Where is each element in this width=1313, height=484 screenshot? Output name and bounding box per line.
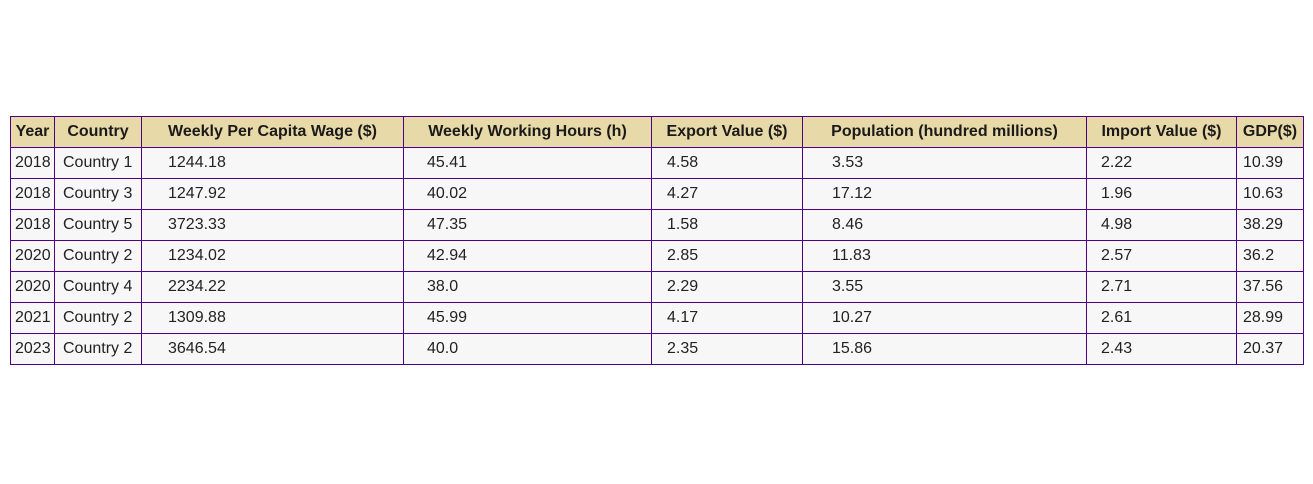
data-table-container: Year Country Weekly Per Capita Wage ($) Wee… xyxy=(10,116,1304,365)
column-header: Population (hundred millions) xyxy=(802,116,1087,148)
table-cell: 2020 xyxy=(10,240,55,272)
table-cell: 2021 xyxy=(10,302,55,334)
table-cell: 37.56 xyxy=(1236,271,1304,303)
table-cell: 4.17 xyxy=(651,302,803,334)
table-row: 2018 Country 5 3723.33 47.35 1.58 8.46 4.98 38.… xyxy=(10,209,1304,241)
table-cell: 17.12 xyxy=(802,178,1087,210)
table-cell: 2.61 xyxy=(1086,302,1237,334)
table-cell: 36.2 xyxy=(1236,240,1304,272)
column-header: Country xyxy=(54,116,142,148)
table-cell: 20.37 xyxy=(1236,333,1304,365)
table-cell: 28.99 xyxy=(1236,302,1304,334)
table-cell: 3646.54 xyxy=(141,333,404,365)
table-cell: 40.0 xyxy=(403,333,652,365)
table-cell: 11.83 xyxy=(802,240,1087,272)
table-row: 2020 Country 4 2234.22 38.0 2.29 3.55 2.71 37.5… xyxy=(10,271,1304,303)
table-cell: 2018 xyxy=(10,147,55,179)
table-cell: 2.29 xyxy=(651,271,803,303)
table-cell: Country 2 xyxy=(54,240,142,272)
table-cell: 1.96 xyxy=(1086,178,1237,210)
table-row: 2018 Country 1 1244.18 45.41 4.58 3.53 2.22 10.… xyxy=(10,147,1304,179)
table-body: 2018 Country 1 1244.18 45.41 4.58 3.53 2.22 10.… xyxy=(10,147,1304,365)
table-cell: Country 3 xyxy=(54,178,142,210)
column-header: Import Value ($) xyxy=(1086,116,1237,148)
table-cell: 2.35 xyxy=(651,333,803,365)
table-cell: 2018 xyxy=(10,209,55,241)
table-cell: 1234.02 xyxy=(141,240,404,272)
table-cell: 3723.33 xyxy=(141,209,404,241)
data-table: Year Country Weekly Per Capita Wage ($) Wee… xyxy=(10,116,1304,365)
table-cell: 1247.92 xyxy=(141,178,404,210)
table-cell: 1.58 xyxy=(651,209,803,241)
table-cell: 2.85 xyxy=(651,240,803,272)
table-cell: 47.35 xyxy=(403,209,652,241)
table-cell: 38.29 xyxy=(1236,209,1304,241)
table-cell: 8.46 xyxy=(802,209,1087,241)
table-cell: 1244.18 xyxy=(141,147,404,179)
column-header: GDP($) xyxy=(1236,116,1304,148)
table-cell: 45.41 xyxy=(403,147,652,179)
table-cell: 2.71 xyxy=(1086,271,1237,303)
column-header: Weekly Per Capita Wage ($) xyxy=(141,116,404,148)
table-cell: Country 5 xyxy=(54,209,142,241)
table-cell: Country 4 xyxy=(54,271,142,303)
table-cell: 10.63 xyxy=(1236,178,1304,210)
header-row: Year Country Weekly Per Capita Wage ($) Wee… xyxy=(10,116,1304,148)
table-cell: Country 2 xyxy=(54,302,142,334)
column-header: Year xyxy=(10,116,55,148)
table-cell: Country 2 xyxy=(54,333,142,365)
table-cell: 2.43 xyxy=(1086,333,1237,365)
table-row: 2018 Country 3 1247.92 40.02 4.27 17.12 1.96 10… xyxy=(10,178,1304,210)
table-cell: 2234.22 xyxy=(141,271,404,303)
table-cell: 2.57 xyxy=(1086,240,1237,272)
table-cell: 10.39 xyxy=(1236,147,1304,179)
table-row: 2023 Country 2 3646.54 40.0 2.35 15.86 2.43 20.… xyxy=(10,333,1304,365)
table-cell: 45.99 xyxy=(403,302,652,334)
table-cell: 4.58 xyxy=(651,147,803,179)
table-cell: Country 1 xyxy=(54,147,142,179)
table-cell: 2018 xyxy=(10,178,55,210)
table-row: 2021 Country 2 1309.88 45.99 4.17 10.27 2.61 28… xyxy=(10,302,1304,334)
table-cell: 38.0 xyxy=(403,271,652,303)
table-cell: 4.98 xyxy=(1086,209,1237,241)
table-cell: 15.86 xyxy=(802,333,1087,365)
table-cell: 2.22 xyxy=(1086,147,1237,179)
table-cell: 40.02 xyxy=(403,178,652,210)
table-cell: 3.53 xyxy=(802,147,1087,179)
table-cell: 10.27 xyxy=(802,302,1087,334)
column-header: Weekly Working Hours (h) xyxy=(403,116,652,148)
table-cell: 1309.88 xyxy=(141,302,404,334)
table-cell: 42.94 xyxy=(403,240,652,272)
table-cell: 2020 xyxy=(10,271,55,303)
table-cell: 4.27 xyxy=(651,178,803,210)
table-row: 2020 Country 2 1234.02 42.94 2.85 11.83 2.57 36… xyxy=(10,240,1304,272)
table-cell: 3.55 xyxy=(802,271,1087,303)
table-cell: 2023 xyxy=(10,333,55,365)
column-header: Export Value ($) xyxy=(651,116,803,148)
